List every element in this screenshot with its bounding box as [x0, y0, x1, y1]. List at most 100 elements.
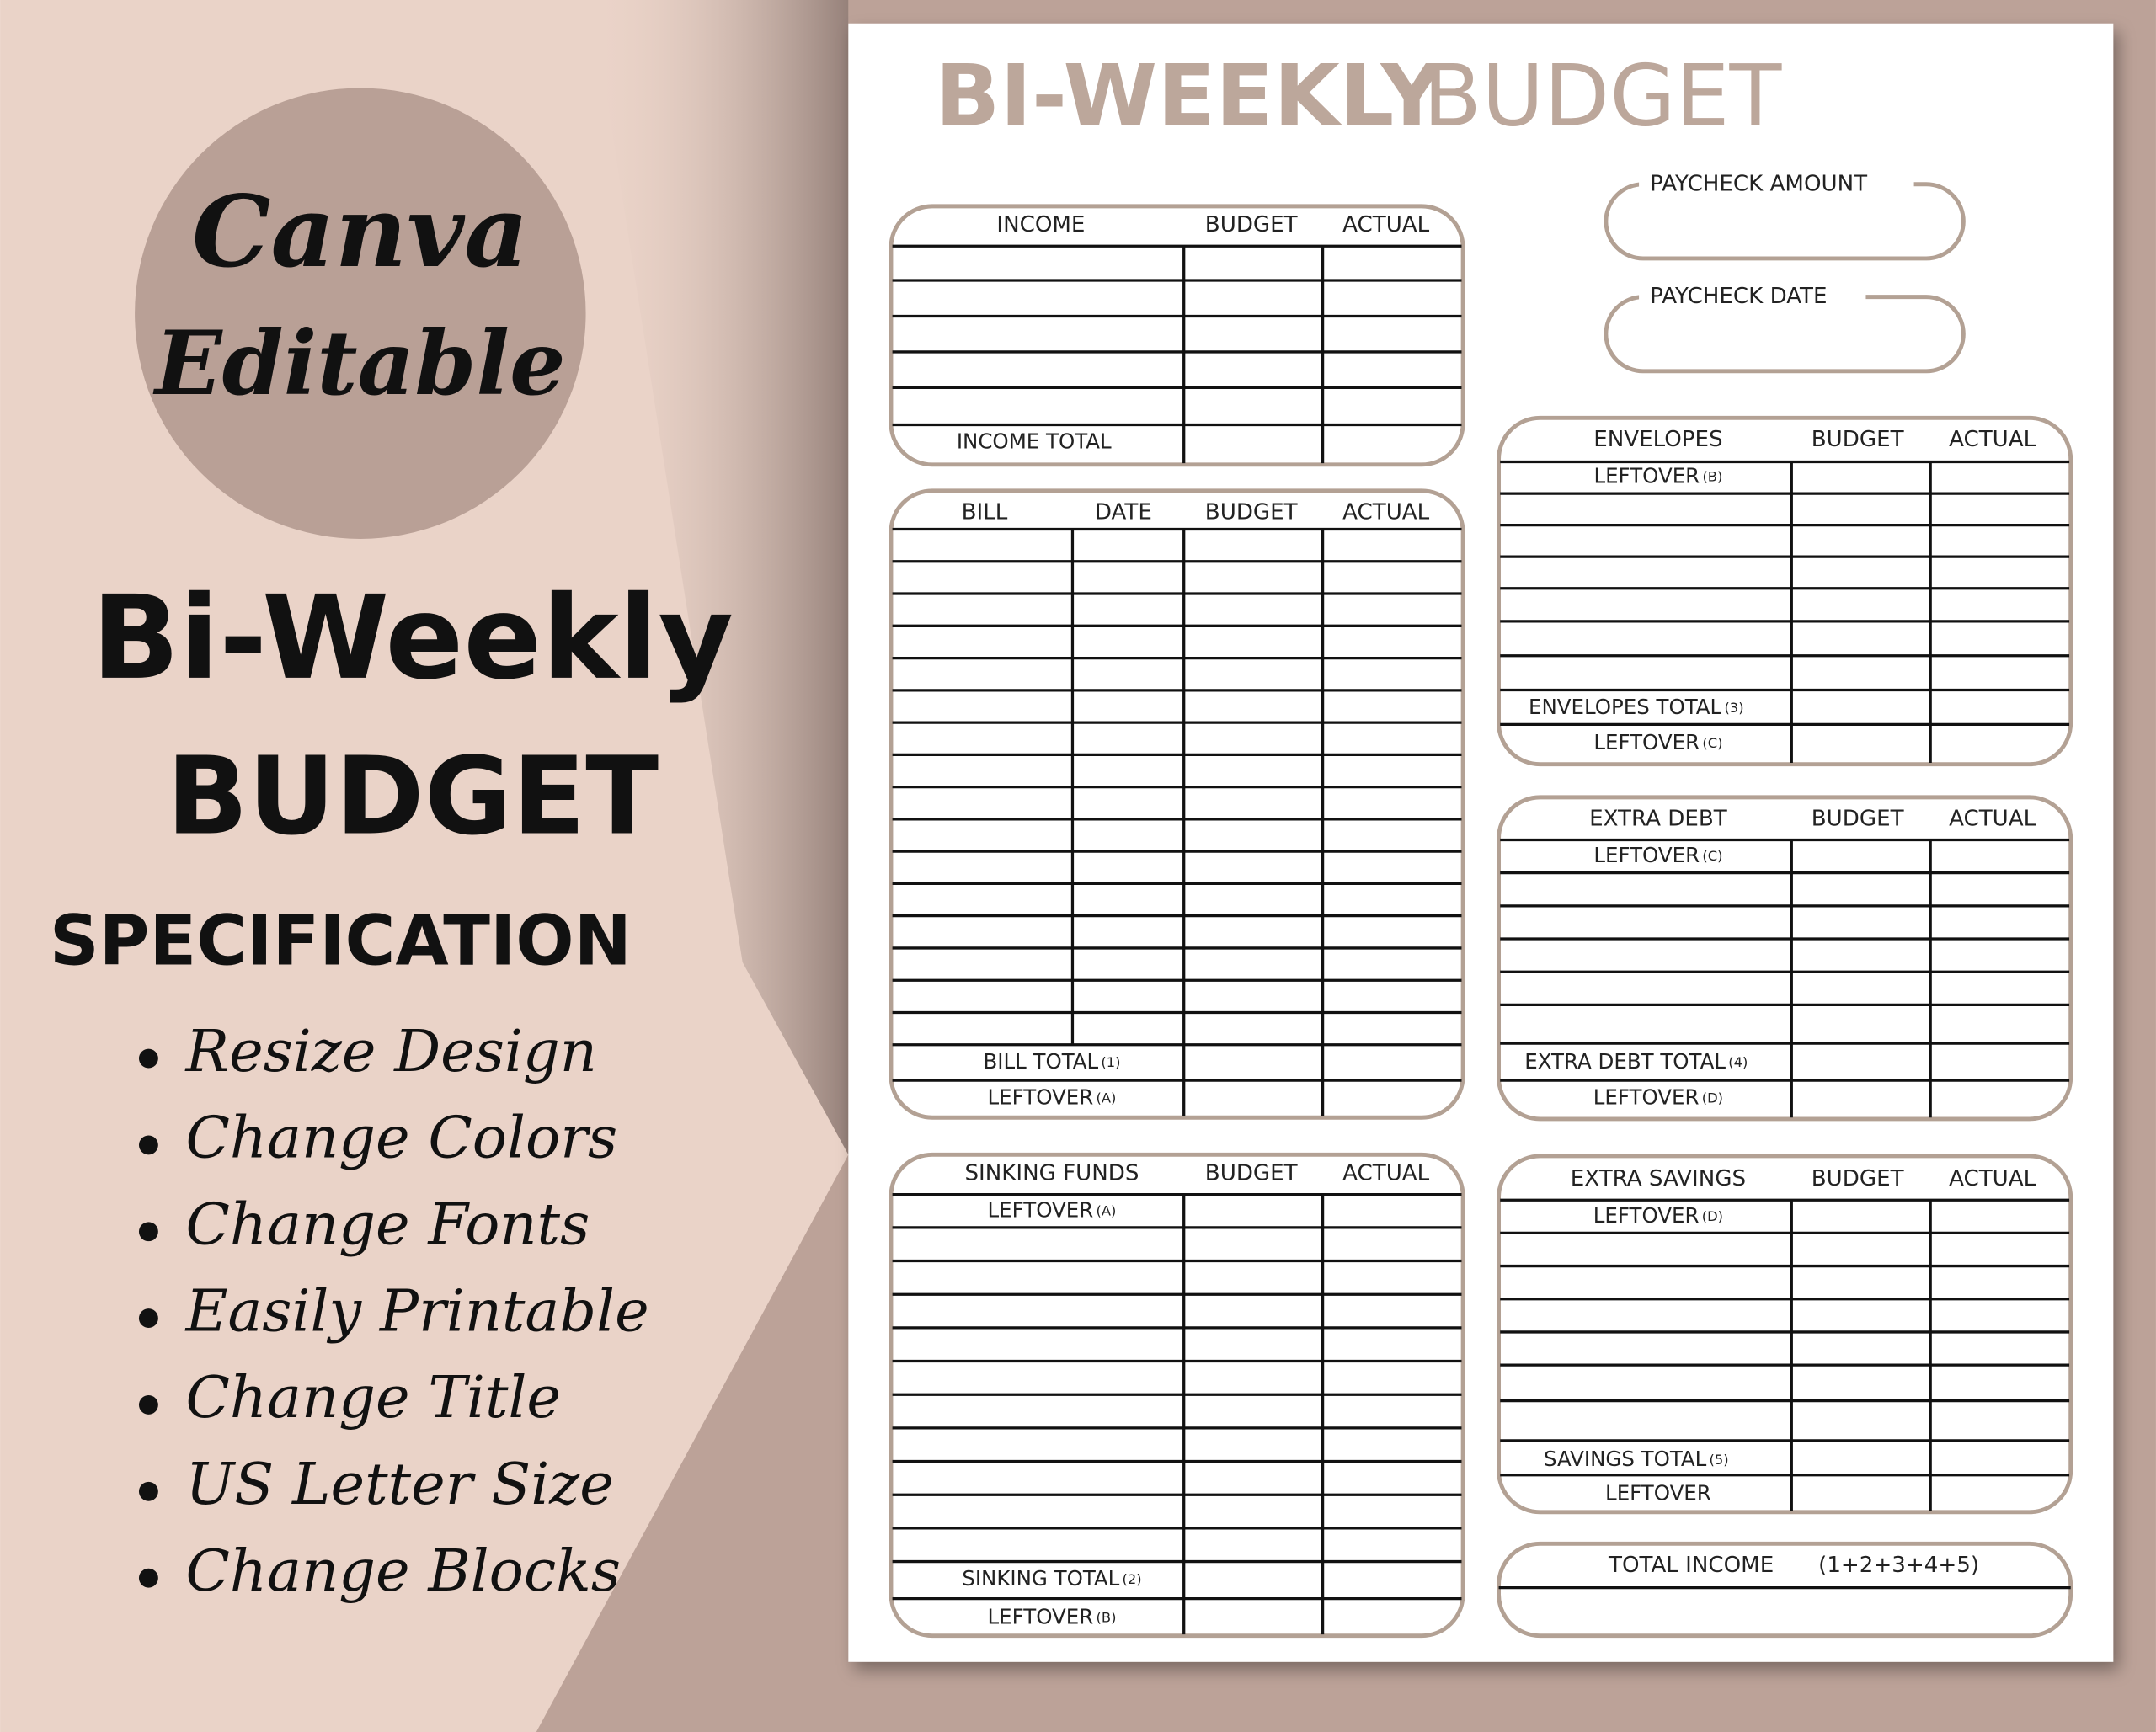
row-label-text: LEFTOVER [1593, 1203, 1700, 1228]
row-label-text: LEFTOVER [988, 1604, 1094, 1628]
total-income-box [1497, 1541, 2073, 1639]
row-label: LEFTOVER (D) [1593, 1084, 1723, 1109]
field-label: PAYCHECK DATE [1650, 284, 1827, 309]
row-label-text: ENVELOPES TOTAL [1529, 695, 1721, 719]
budget-table: ENVELOPES BUDGET ACTUAL LEFTOVER (B) ENVELOPE… [1497, 415, 2073, 767]
row-label-note: (4) [1728, 1053, 1748, 1069]
row-label-text: INCOME TOTAL [957, 429, 1112, 454]
row-label-note: (C) [1702, 735, 1722, 751]
column-header: BUDGET [1812, 1166, 1905, 1191]
column-header: ACTUAL [1342, 212, 1430, 237]
badge-circle [135, 88, 586, 539]
row-label-text: LEFTOVER [1593, 843, 1700, 867]
row-label-text: LEFTOVER [988, 1084, 1094, 1109]
row-label: ENVELOPES TOTAL (3) [1529, 695, 1744, 719]
bullet [138, 1135, 158, 1155]
column-header: INCOME [996, 212, 1085, 237]
feature: Change Colors [185, 1105, 617, 1172]
row-label-text: SAVINGS TOTAL [1544, 1447, 1707, 1471]
field-label: PAYCHECK AMOUNT [1650, 171, 1868, 196]
feature: Change Title [185, 1364, 561, 1431]
column-header: BUDGET [1205, 1161, 1299, 1186]
row-label: INCOME TOTAL [957, 429, 1112, 454]
sheet-title: BI-WEEKLY [935, 46, 1444, 146]
row-label-note: (D) [1702, 1207, 1723, 1223]
column-header: BUDGET [1205, 212, 1299, 237]
table-box [889, 204, 1465, 467]
row-label-text: LEFTOVER [1593, 463, 1700, 488]
column-header: DATE [1095, 499, 1152, 525]
row-label-note: (B) [1097, 1609, 1117, 1625]
row-label: LEFTOVER (A) [988, 1197, 1117, 1222]
row-label-note: (D) [1702, 1090, 1723, 1106]
feature: Easily Printable [184, 1277, 648, 1345]
row-label: SAVINGS TOTAL (5) [1544, 1447, 1729, 1471]
row-label-text: BILL TOTAL [983, 1049, 1098, 1074]
row-label-note: (C) [1702, 848, 1722, 864]
row-label-note: (2) [1123, 1570, 1142, 1586]
tables: INCOME BUDGET ACTUAL INCOME TOTAL BILL DATE BU… [889, 204, 2073, 1639]
promo-title: BUDGET [167, 735, 659, 860]
feature: Change Blocks [185, 1537, 621, 1605]
row-label-note: (1) [1101, 1053, 1120, 1069]
row-label: LEFTOVER (C) [1593, 730, 1722, 754]
column-header: ACTUAL [1949, 427, 2036, 452]
bullet [138, 1048, 158, 1069]
column-header: ENVELOPES [1593, 427, 1722, 452]
column-header: ACTUAL [1342, 1161, 1430, 1186]
sheet-title: BUDGET [1423, 46, 1783, 146]
column-header: EXTRA DEBT [1589, 806, 1728, 831]
badge-text: Canva [192, 173, 529, 290]
badge-text: Editable [152, 312, 566, 415]
row-label: LEFTOVER [1605, 1481, 1711, 1506]
bullet [138, 1395, 158, 1415]
spec-heading: SPECIFICATION [50, 902, 632, 982]
row-label: EXTRA DEBT TOTAL (4) [1524, 1049, 1748, 1074]
row-label-note: (5) [1710, 1451, 1729, 1467]
column-header: BUDGET [1812, 427, 1905, 452]
budget-table: INCOME BUDGET ACTUAL INCOME TOTAL [889, 204, 1465, 467]
column-header: BUDGET [1205, 499, 1299, 525]
feature: Resize Design [184, 1018, 596, 1085]
label-backing [1639, 168, 1914, 201]
row-label: SINKING TOTAL (2) [962, 1566, 1141, 1591]
bullet [138, 1222, 158, 1242]
column-header: SINKING FUNDS [964, 1161, 1139, 1186]
table-box [1497, 1154, 2073, 1515]
total-income-label: TOTAL INCOME [1608, 1553, 1774, 1578]
column-header: ACTUAL [1949, 1166, 2036, 1191]
feature: Change Fonts [185, 1191, 590, 1258]
row-label-text: LEFTOVER [988, 1197, 1094, 1222]
row-label: BILL TOTAL (1) [983, 1049, 1120, 1074]
bullet [138, 1308, 158, 1329]
column-header: BILL [962, 499, 1008, 525]
row-label-note: (A) [1097, 1202, 1117, 1218]
budget-table: BILL DATE BUDGET ACTUAL BILL TOTAL (1) LEFTOVE… [889, 488, 1465, 1120]
row-label-text: LEFTOVER [1605, 1481, 1711, 1506]
table-box [1497, 415, 2073, 767]
row-label: LEFTOVER (B) [988, 1604, 1117, 1628]
bullet [138, 1568, 158, 1588]
feature-list: Resize Design Change Colors Change Fonts Ea… [138, 1018, 649, 1605]
column-header: ACTUAL [1949, 806, 2036, 831]
background-shadow [591, 0, 849, 1155]
row-label: LEFTOVER (A) [988, 1084, 1117, 1109]
row-label-note: (3) [1724, 699, 1743, 715]
row-label-text: SINKING TOTAL [962, 1566, 1119, 1591]
row-label: LEFTOVER (C) [1593, 843, 1722, 867]
row-label-text: LEFTOVER [1593, 1084, 1700, 1109]
column-header: BUDGET [1812, 806, 1905, 831]
row-label: LEFTOVER (B) [1593, 463, 1722, 488]
table-box [889, 488, 1465, 1120]
column-header: ACTUAL [1342, 499, 1430, 525]
row-label: LEFTOVER (D) [1593, 1203, 1723, 1228]
row-label-text: EXTRA DEBT TOTAL [1524, 1049, 1726, 1074]
total-income-formula: (1+2+3+4+5) [1818, 1553, 1979, 1578]
row-label-note: (A) [1097, 1090, 1117, 1106]
table-box [1497, 795, 2073, 1122]
